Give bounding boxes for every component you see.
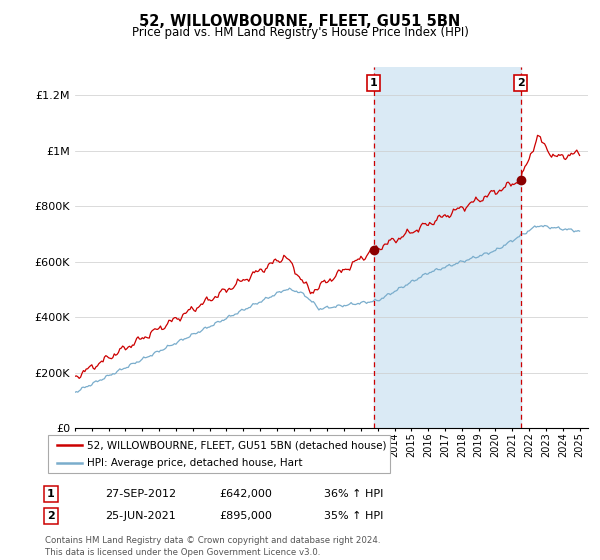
Bar (374, 67, 521, 428)
Text: £895,000: £895,000 (219, 511, 272, 521)
Text: 27-SEP-2012: 27-SEP-2012 (105, 489, 176, 499)
Text: 35% ↑ HPI: 35% ↑ HPI (324, 511, 383, 521)
Text: 36% ↑ HPI: 36% ↑ HPI (324, 489, 383, 499)
FancyBboxPatch shape (48, 435, 390, 473)
Text: 2: 2 (517, 78, 524, 88)
Text: Price paid vs. HM Land Registry's House Price Index (HPI): Price paid vs. HM Land Registry's House … (131, 26, 469, 39)
Text: 1: 1 (47, 489, 55, 499)
Text: 1: 1 (370, 78, 377, 88)
Text: Contains HM Land Registry data © Crown copyright and database right 2024.
This d: Contains HM Land Registry data © Crown c… (45, 536, 380, 557)
Text: 2: 2 (47, 511, 55, 521)
Text: 25-JUN-2021: 25-JUN-2021 (105, 511, 176, 521)
Text: HPI: Average price, detached house, Hart: HPI: Average price, detached house, Hart (88, 458, 303, 468)
Text: 52, WILLOWBOURNE, FLEET, GU51 5BN: 52, WILLOWBOURNE, FLEET, GU51 5BN (139, 14, 461, 29)
Text: £642,000: £642,000 (219, 489, 272, 499)
Text: 52, WILLOWBOURNE, FLEET, GU51 5BN (detached house): 52, WILLOWBOURNE, FLEET, GU51 5BN (detac… (88, 440, 387, 450)
